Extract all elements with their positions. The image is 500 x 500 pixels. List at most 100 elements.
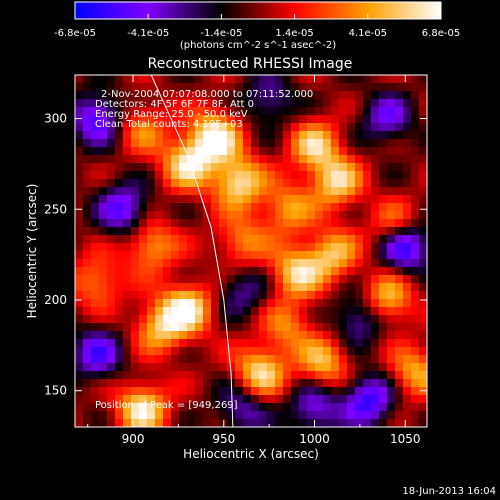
heatmap-cell [91,403,100,412]
heatmap-cell [371,243,380,252]
heatmap-cell [83,419,92,427]
heatmap-cell [315,283,324,292]
heatmap-cell [219,403,228,412]
heatmap-cell [83,395,92,404]
heatmap-cell [267,259,276,268]
heatmap-cell [155,411,164,420]
heatmap-cell [419,387,427,396]
heatmap-cell [107,371,116,380]
heatmap-cell [83,251,92,260]
heatmap-cell [419,371,427,380]
heatmap-cell [387,203,396,212]
heatmap-cell [171,315,180,324]
heatmap-cell [75,179,84,188]
heatmap-cell [267,187,276,196]
heatmap-cell [155,363,164,372]
heatmap-cell [379,395,388,404]
heatmap-cell [171,339,180,348]
heatmap-cell [347,275,356,284]
heatmap-cell [83,163,92,172]
heatmap-cell [267,123,276,132]
heatmap-cell [251,283,260,292]
heatmap-cell [235,75,244,84]
heatmap-cell [195,179,204,188]
heatmap-cell [419,275,427,284]
heatmap-cell [283,203,292,212]
heatmap-cell [171,283,180,292]
heatmap-cell [395,139,404,148]
heatmap-cell [115,315,124,324]
heatmap-cell [347,179,356,188]
heatmap-cell [339,219,348,228]
heatmap-cell [211,283,220,292]
heatmap-cell [267,147,276,156]
heatmap-cell [147,283,156,292]
heatmap-cell [203,75,212,84]
heatmap-cell [291,211,300,220]
heatmap-cell [83,307,92,316]
heatmap-cell [259,355,268,364]
heatmap-cell [395,323,404,332]
heatmap-cell [363,283,372,292]
heatmap-cell [411,331,420,340]
heatmap-cell [259,171,268,180]
heatmap-cell [75,355,84,364]
heatmap-cell [323,411,332,420]
heatmap-cell [235,395,244,404]
heatmap-cell [163,307,172,316]
heatmap-cell [371,163,380,172]
heatmap-cell [83,219,92,228]
heatmap-cell [307,275,316,284]
heatmap-cell [283,91,292,100]
heatmap-cell [395,155,404,164]
heatmap-cell [395,131,404,140]
annotation-line: Energy Range: 25.0 - 50.0 keV [95,109,248,120]
heatmap-cell [299,395,308,404]
heatmap-cell [323,403,332,412]
heatmap-cell [259,131,268,140]
heatmap-cell [403,251,412,260]
heatmap-cell [339,347,348,356]
heatmap-cell [363,403,372,412]
heatmap-cell [355,339,364,348]
heatmap-cell [91,411,100,420]
heatmap-cell [115,259,124,268]
heatmap-cell [243,347,252,356]
heatmap-cell [147,203,156,212]
heatmap-cell [123,395,132,404]
heatmap-cell [235,267,244,276]
heatmap-cell [99,171,108,180]
heatmap-cell [379,235,388,244]
heatmap-cell [259,227,268,236]
heatmap-cell [107,355,116,364]
heatmap-cell [227,283,236,292]
heatmap-cell [299,187,308,196]
heatmap-cell [211,419,220,427]
heatmap-cell [227,155,236,164]
heatmap-cell [355,187,364,196]
heatmap-cell [115,107,124,116]
heatmap-cell [331,275,340,284]
heatmap-cell [331,403,340,412]
heatmap-cell [147,395,156,404]
heatmap-cell [139,395,148,404]
heatmap-cell [139,339,148,348]
heatmap-cell [131,315,140,324]
heatmap-cell [275,275,284,284]
heatmap-cell [179,179,188,188]
heatmap-cell [139,419,148,427]
heatmap-cell [275,195,284,204]
heatmap-cell [395,107,404,116]
heatmap-cell [235,107,244,116]
heatmap-cell [283,123,292,132]
heatmap-cell [139,187,148,196]
heatmap-cell [235,179,244,188]
heatmap-cell [315,315,324,324]
heatmap-cell [227,187,236,196]
heatmap-cell [403,195,412,204]
heatmap-cell [187,107,196,116]
heatmap-cell [403,155,412,164]
heatmap-cell [379,211,388,220]
heatmap-cell [339,411,348,420]
heatmap-cell [419,99,427,108]
